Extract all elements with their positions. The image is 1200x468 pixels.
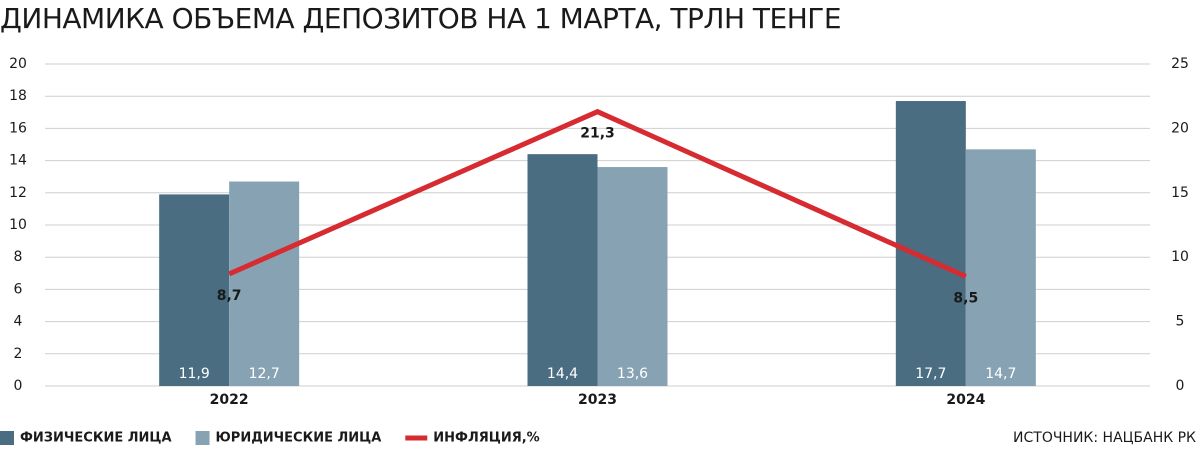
legend-label: ЮРИДИЧЕСКИЕ ЛИЦА [216, 431, 382, 446]
y-tick-label: 0 [14, 378, 23, 394]
y2-tick-label: 25 [1171, 56, 1189, 72]
y2-tick-label: 0 [1176, 378, 1185, 394]
y-tick-label: 8 [14, 249, 23, 265]
line-value-label: 21,3 [580, 126, 615, 142]
bar [527, 154, 598, 386]
y2-tick-label: 10 [1171, 249, 1189, 265]
y-tick-label: 4 [14, 314, 23, 330]
bar-value-label: 12,7 [249, 366, 280, 382]
y-tick-label: 2 [14, 346, 23, 362]
line [228, 108, 967, 279]
chart-title: ДИНАМИКА ОБЪЕМА ДЕПОЗИТОВ НА 1 МАРТА, ТР… [0, 2, 841, 35]
legend-label: ИНФЛЯЦИЯ,% [433, 431, 539, 446]
y-tick-label: 10 [9, 217, 27, 233]
x-tick-label: 2023 [578, 392, 617, 408]
y-tick-label: 16 [9, 120, 27, 136]
bar-value-label: 13,6 [617, 366, 648, 382]
bar-value-label: 11,9 [179, 366, 210, 382]
bar [965, 149, 1036, 386]
legend-label: ФИЗИЧЕСКИЕ ЛИЦА [20, 431, 172, 446]
x-tick-label: 2022 [210, 392, 249, 408]
bar-value-label: 14,7 [985, 366, 1016, 382]
legend-swatch [0, 431, 14, 445]
line-value-label: 8,7 [217, 288, 242, 304]
source: ИСТОЧНИК: НАЦБАНК РК [1013, 430, 1196, 446]
bar [597, 167, 668, 386]
y2-tick-label: 5 [1176, 314, 1185, 330]
y2-tick-label: 15 [1171, 185, 1189, 201]
bar-value-label: 17,7 [915, 366, 946, 382]
y-tick-label: 18 [9, 88, 27, 104]
y-tick-label: 6 [14, 281, 23, 297]
x-tick-label: 2024 [946, 392, 985, 408]
line-value-label: 8,5 [953, 291, 978, 307]
y2-tick-label: 20 [1171, 120, 1189, 136]
bar [229, 181, 300, 386]
y-tick-label: 12 [9, 185, 27, 201]
bar [159, 194, 230, 386]
bar [895, 101, 966, 386]
bar-value-label: 14,4 [547, 366, 578, 382]
y-tick-label: 20 [9, 56, 27, 72]
y-tick-label: 14 [9, 153, 27, 169]
legend-swatch [195, 431, 210, 445]
